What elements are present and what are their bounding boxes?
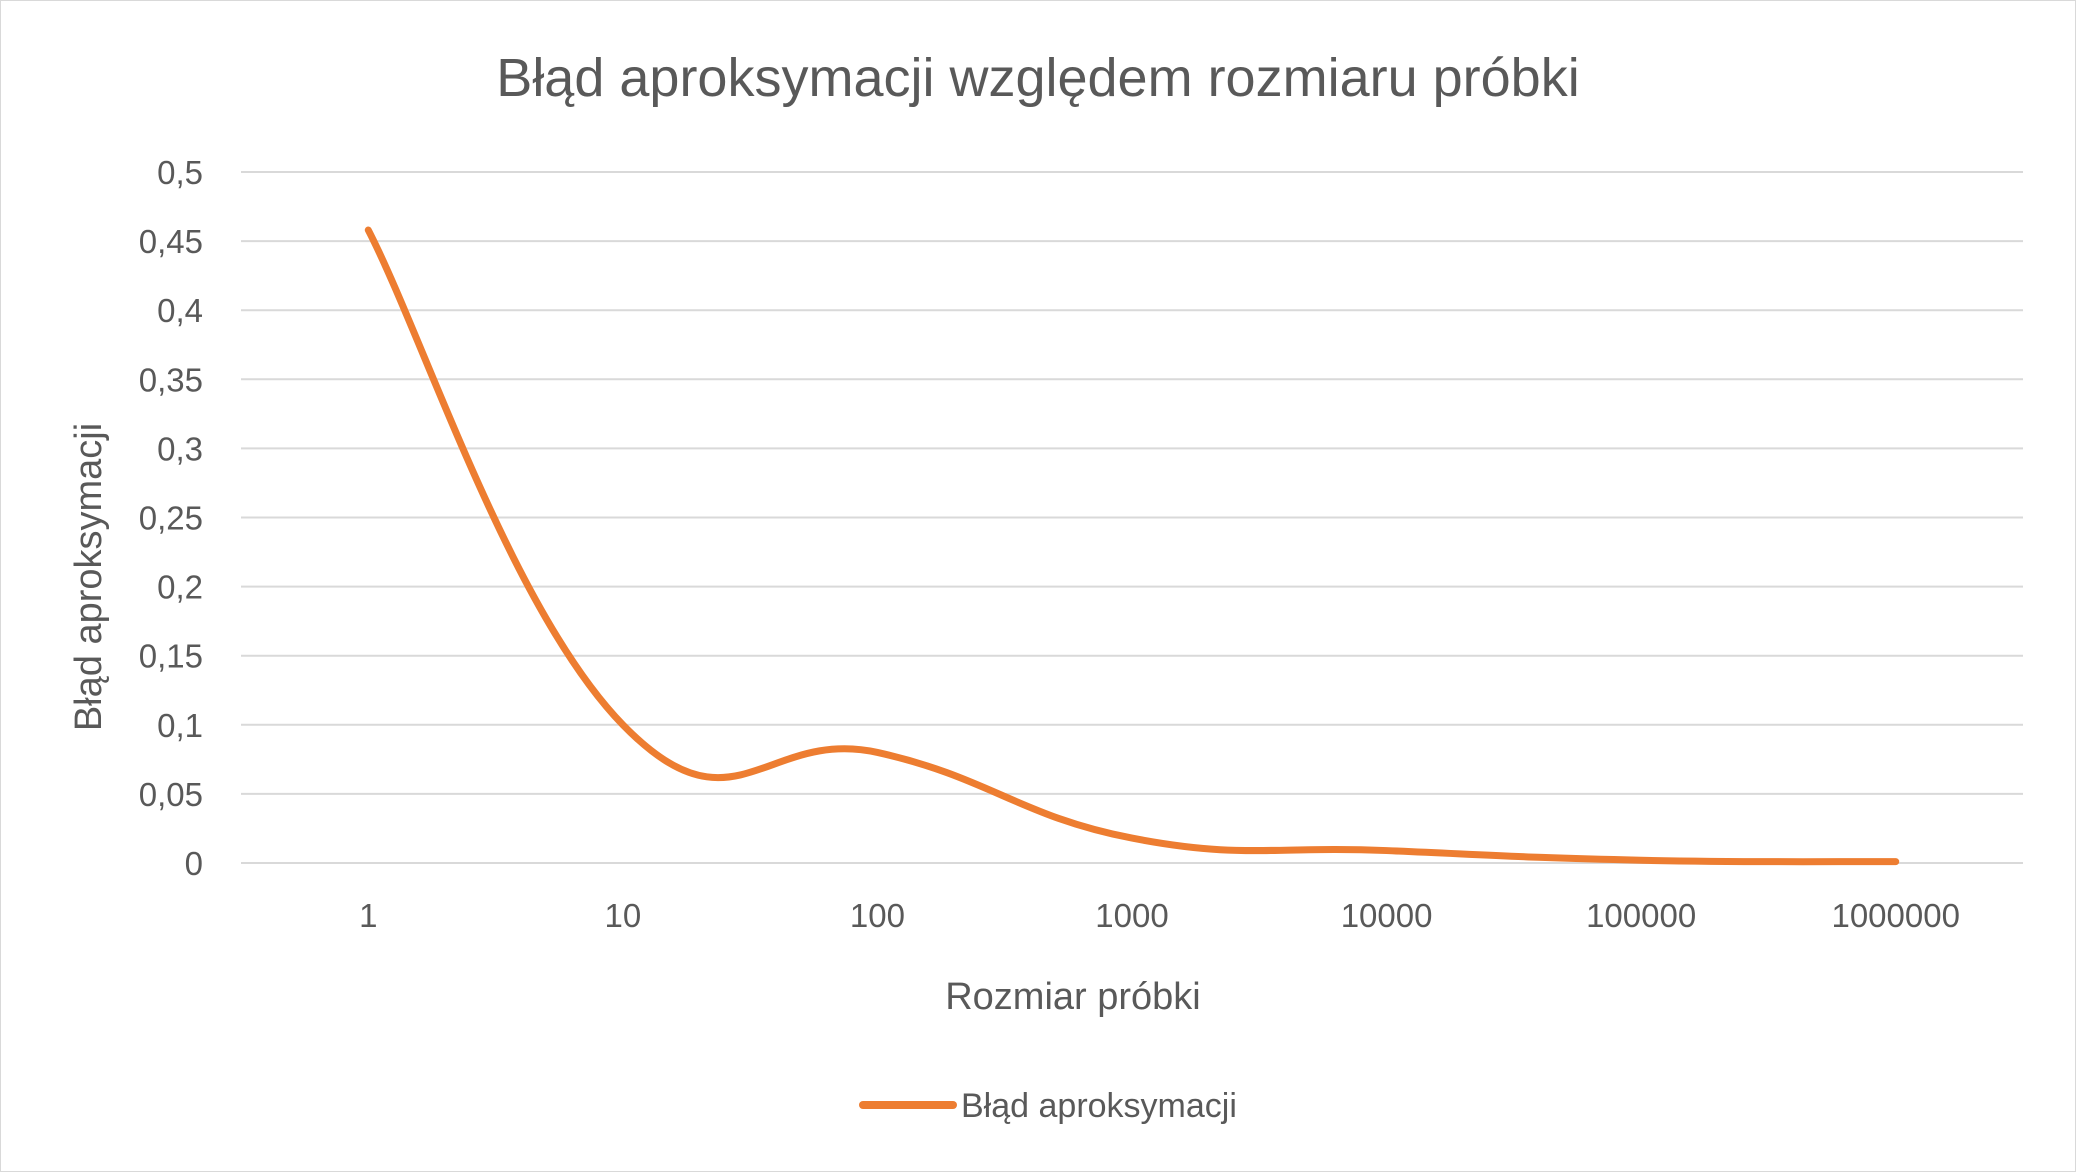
x-tick-label: 1000000 [1831, 897, 1959, 934]
x-axis-title: Rozmiar próbki [945, 976, 1201, 1018]
y-tick-label: 0,2 [157, 569, 203, 606]
y-tick-label: 0,4 [157, 292, 203, 329]
x-tick-label: 10 [604, 897, 641, 934]
y-tick-label: 0,3 [157, 430, 203, 467]
x-tick-label: 1 [359, 897, 377, 934]
y-tick-label: 0,05 [139, 776, 203, 813]
chart-title: Błąd aproksymacji względem rozmiaru prób… [496, 48, 1579, 108]
y-tick-label: 0,1 [157, 707, 203, 744]
legend-label: Błąd aproksymacji [961, 1087, 1237, 1125]
y-tick-label: 0,5 [157, 154, 203, 191]
series-layer [364, 226, 1900, 866]
series-line [364, 226, 1900, 866]
x-tick-label: 10000 [1341, 897, 1433, 934]
legend: Błąd aproksymacji [859, 1087, 1237, 1125]
y-axis-ticks: 0 0,05 0,1 0,15 0,2 0,25 0,3 0,35 0,4 0,45 0,5 [139, 154, 203, 882]
x-tick-label: 100000 [1586, 897, 1696, 934]
y-tick-label: 0,15 [139, 638, 203, 675]
y-tick-label: 0,25 [139, 500, 203, 537]
y-tick-label: 0,45 [139, 223, 203, 260]
x-axis-ticks: 1 10 100 1000 10000 100000 1000000 [359, 897, 1960, 934]
y-tick-label: 0,35 [139, 361, 203, 398]
x-tick-label: 1000 [1095, 897, 1168, 934]
y-tick-label: 0 [185, 845, 203, 882]
x-tick-label: 100 [850, 897, 905, 934]
y-axis-title: Błąd aproksymacji [68, 423, 110, 731]
gridlines [241, 171, 2023, 864]
